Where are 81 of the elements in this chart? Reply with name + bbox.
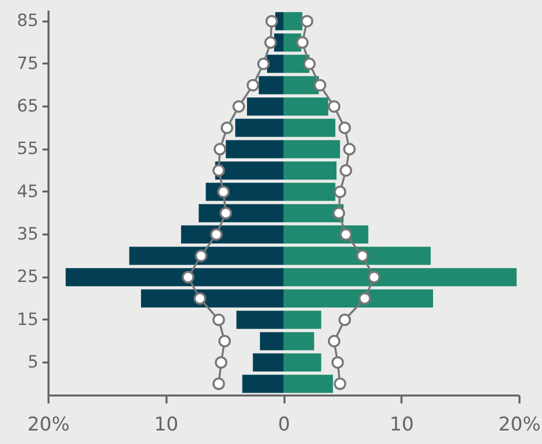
point bbox=[182, 270, 194, 284]
y-tick-label: 5 bbox=[28, 352, 38, 372]
bar bbox=[284, 12, 302, 30]
y-tick-label: 75 bbox=[16, 54, 38, 74]
bar bbox=[258, 76, 284, 94]
bar bbox=[252, 353, 284, 372]
bar bbox=[284, 268, 517, 286]
bar bbox=[181, 225, 284, 244]
point bbox=[331, 356, 344, 369]
bar bbox=[242, 374, 284, 393]
bar bbox=[284, 140, 340, 158]
y-tick-label: 55 bbox=[16, 139, 38, 160]
point bbox=[265, 14, 278, 28]
bar bbox=[284, 97, 328, 116]
bar bbox=[284, 76, 319, 94]
point bbox=[217, 186, 230, 198]
point bbox=[194, 250, 208, 262]
point bbox=[338, 122, 351, 134]
bar bbox=[284, 289, 434, 308]
point bbox=[356, 250, 369, 262]
bar bbox=[284, 374, 333, 393]
bar bbox=[129, 246, 284, 265]
point bbox=[328, 334, 340, 348]
bar bbox=[247, 97, 284, 116]
point bbox=[296, 36, 309, 49]
bar bbox=[284, 225, 368, 244]
point bbox=[194, 292, 206, 305]
point bbox=[212, 378, 225, 390]
point bbox=[257, 58, 270, 70]
point bbox=[334, 186, 346, 198]
bar bbox=[284, 332, 314, 350]
x-tick-label: 20% bbox=[27, 414, 70, 436]
point bbox=[338, 314, 351, 326]
bar bbox=[267, 54, 284, 73]
y-tick-label: 85 bbox=[16, 11, 38, 32]
y-tick-label: 35 bbox=[16, 224, 38, 244]
bar bbox=[284, 118, 336, 137]
point bbox=[218, 334, 231, 348]
bar bbox=[66, 268, 284, 286]
x-tick-label: 20% bbox=[498, 414, 541, 436]
y-tick-label: 65 bbox=[16, 96, 38, 117]
point bbox=[358, 292, 371, 305]
bar bbox=[235, 118, 284, 137]
point bbox=[214, 142, 226, 156]
bar bbox=[284, 246, 431, 265]
bar bbox=[284, 353, 322, 372]
point bbox=[220, 206, 232, 220]
x-tick-label: 10 bbox=[390, 414, 414, 436]
point bbox=[343, 142, 356, 156]
point bbox=[303, 58, 316, 70]
point bbox=[232, 100, 245, 113]
point bbox=[340, 228, 352, 241]
bar bbox=[226, 140, 284, 158]
point bbox=[314, 78, 326, 92]
point bbox=[212, 164, 225, 177]
point bbox=[300, 14, 314, 28]
bar bbox=[215, 161, 284, 180]
bar bbox=[284, 182, 336, 201]
point bbox=[328, 100, 340, 113]
y-tick-label: 25 bbox=[16, 267, 38, 288]
point bbox=[264, 36, 277, 49]
bar bbox=[236, 310, 284, 329]
point bbox=[220, 122, 234, 134]
bar bbox=[260, 332, 284, 350]
point bbox=[214, 356, 228, 369]
point bbox=[246, 78, 260, 92]
bar bbox=[284, 161, 336, 180]
point bbox=[210, 228, 223, 241]
x-tick-label: 10 bbox=[154, 414, 178, 436]
point bbox=[334, 378, 346, 390]
point bbox=[332, 206, 346, 220]
y-tick-label: 15 bbox=[16, 310, 38, 330]
bar bbox=[284, 310, 322, 329]
bar bbox=[141, 289, 284, 308]
bar bbox=[206, 182, 284, 201]
point bbox=[340, 164, 352, 177]
bar bbox=[198, 204, 284, 222]
y-tick-label: 45 bbox=[16, 182, 38, 202]
point bbox=[368, 270, 380, 284]
x-tick-label: 0 bbox=[278, 414, 290, 436]
point bbox=[212, 314, 225, 326]
